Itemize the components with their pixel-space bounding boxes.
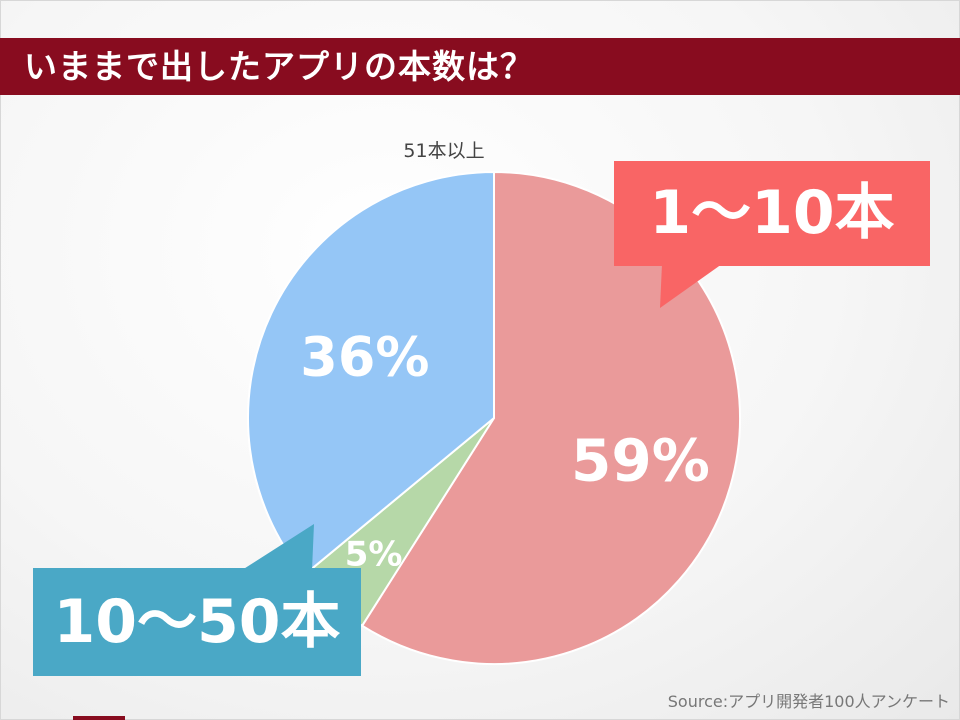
title-bar: いままで出したアプリの本数は？ <box>0 38 960 95</box>
callout-pointer-1-10 <box>660 264 722 308</box>
slice-value-label: 59% <box>571 427 710 495</box>
slice-value-label: 5% <box>345 535 403 575</box>
pie-slice <box>247 170 495 577</box>
pie-slices <box>247 170 741 665</box>
slice-value-label: 36% <box>300 326 429 389</box>
page-title: いままで出したアプリの本数は？ <box>24 47 534 86</box>
callout-10-50: 10〜50本 <box>33 568 361 676</box>
source-note: Source:アプリ開発者100人アンケート <box>667 692 950 711</box>
callout-1-10: 1〜10本 <box>614 161 930 266</box>
category-label-51-plus: 51本以上 <box>403 140 484 162</box>
slice-value-labels: 59% 5% 36% <box>300 326 710 575</box>
callout-pointer-10-50 <box>242 524 314 570</box>
callout-pointers <box>242 264 722 570</box>
footer-accent <box>73 716 125 720</box>
